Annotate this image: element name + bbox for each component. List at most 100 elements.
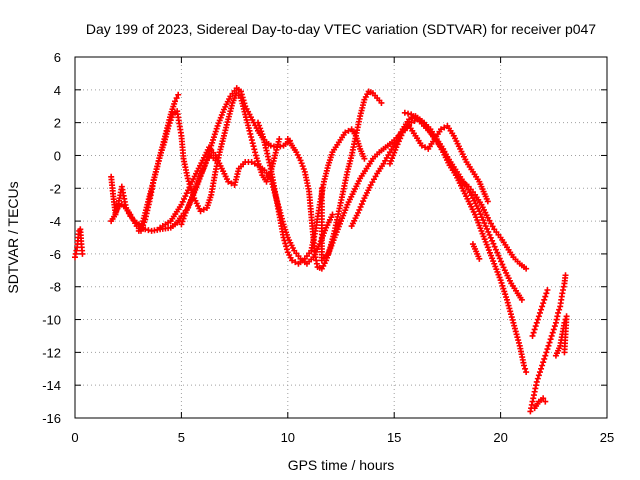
data-point [225,178,232,185]
data-point [533,378,540,385]
data-point [500,285,507,292]
data-point [544,346,551,353]
data-point [175,91,182,98]
data-point [540,395,547,402]
plot-frame [74,56,608,419]
data-point [476,255,483,262]
series-arc-16 [531,395,549,412]
data-point [542,398,549,405]
data-point [492,246,499,253]
data-point [329,211,336,218]
data-point [494,249,501,256]
data-point [534,375,541,382]
data-point [556,306,563,313]
data-point [540,300,547,307]
data-point [356,206,363,213]
data-point [200,206,207,213]
data-point [490,240,497,247]
data-point [360,198,367,205]
data-point [241,100,248,107]
y-tick-label: -2 [49,181,61,196]
data-point [543,290,550,297]
data-point [411,117,418,124]
data-point [438,126,445,133]
data-point [252,152,259,159]
data-point [240,97,247,104]
grid [75,57,607,418]
data-point [522,365,529,372]
data-point [210,136,217,143]
data-point [538,306,545,313]
data-point [342,129,349,136]
data-point [276,136,283,143]
data-point [209,139,216,146]
data-point [501,288,508,295]
y-tick-label: -6 [49,247,61,262]
y-tick-label: -4 [49,214,61,229]
data-point [499,261,506,268]
data-point [561,349,568,356]
data-point [499,282,506,289]
data-point [542,293,549,300]
data-point [547,336,554,343]
data-point [418,142,425,149]
series-arc-14 [527,272,569,415]
data-point [238,91,245,98]
y-tick-label: 6 [54,50,61,65]
data-point [228,180,235,187]
data-point [530,329,537,336]
data-point [211,131,218,138]
data-point [533,319,540,326]
data-point [282,240,289,247]
data-point [541,296,548,303]
x-tick-label: 0 [71,430,78,445]
data-point [518,296,525,303]
y-tick-label: 4 [54,83,61,98]
data-point [543,349,550,356]
data-point [258,169,265,176]
data-point [258,128,265,135]
data-point [503,294,510,301]
data-point [491,243,498,250]
data-point [544,287,551,294]
data-point [248,159,255,166]
series-arc-12 [386,122,491,205]
data-point [181,212,188,219]
data-point [536,309,543,316]
data-point [532,323,539,330]
data-point [485,228,492,235]
data-point [539,303,546,310]
data-point [79,250,86,257]
x-axis-label: GPS time / hours [288,457,395,473]
data-point [213,125,220,132]
data-point [405,110,412,117]
data-point [280,234,287,241]
data-point [145,227,152,234]
data-point [484,198,491,205]
data-point [555,309,562,316]
series-arc-6 [157,144,336,267]
axis-ticks: 0 5 10 15 20 25 -16 -14 -12 -10 -8 -6 -4 -2 0 2 4 6 [42,50,614,445]
data-point [210,134,217,141]
series-arc-17 [552,313,570,359]
data-point [257,125,264,132]
series-arc-1 [72,226,86,261]
data-point [534,316,541,323]
data-point [212,128,219,135]
x-tick-label: 25 [600,430,614,445]
data-point [550,326,557,333]
data-point [406,116,413,123]
data-point [539,362,546,369]
y-tick-label: 2 [54,116,61,131]
y-tick-label: -12 [42,345,61,360]
data-point [357,203,364,210]
data-point [277,143,284,150]
data-point [299,163,306,170]
data-point [542,352,549,359]
y-tick-label: -14 [42,378,61,393]
data-point [521,362,528,369]
data-point [178,221,185,228]
data-point [549,329,556,336]
data-point [165,122,172,129]
y-tick-label: 0 [54,148,61,163]
